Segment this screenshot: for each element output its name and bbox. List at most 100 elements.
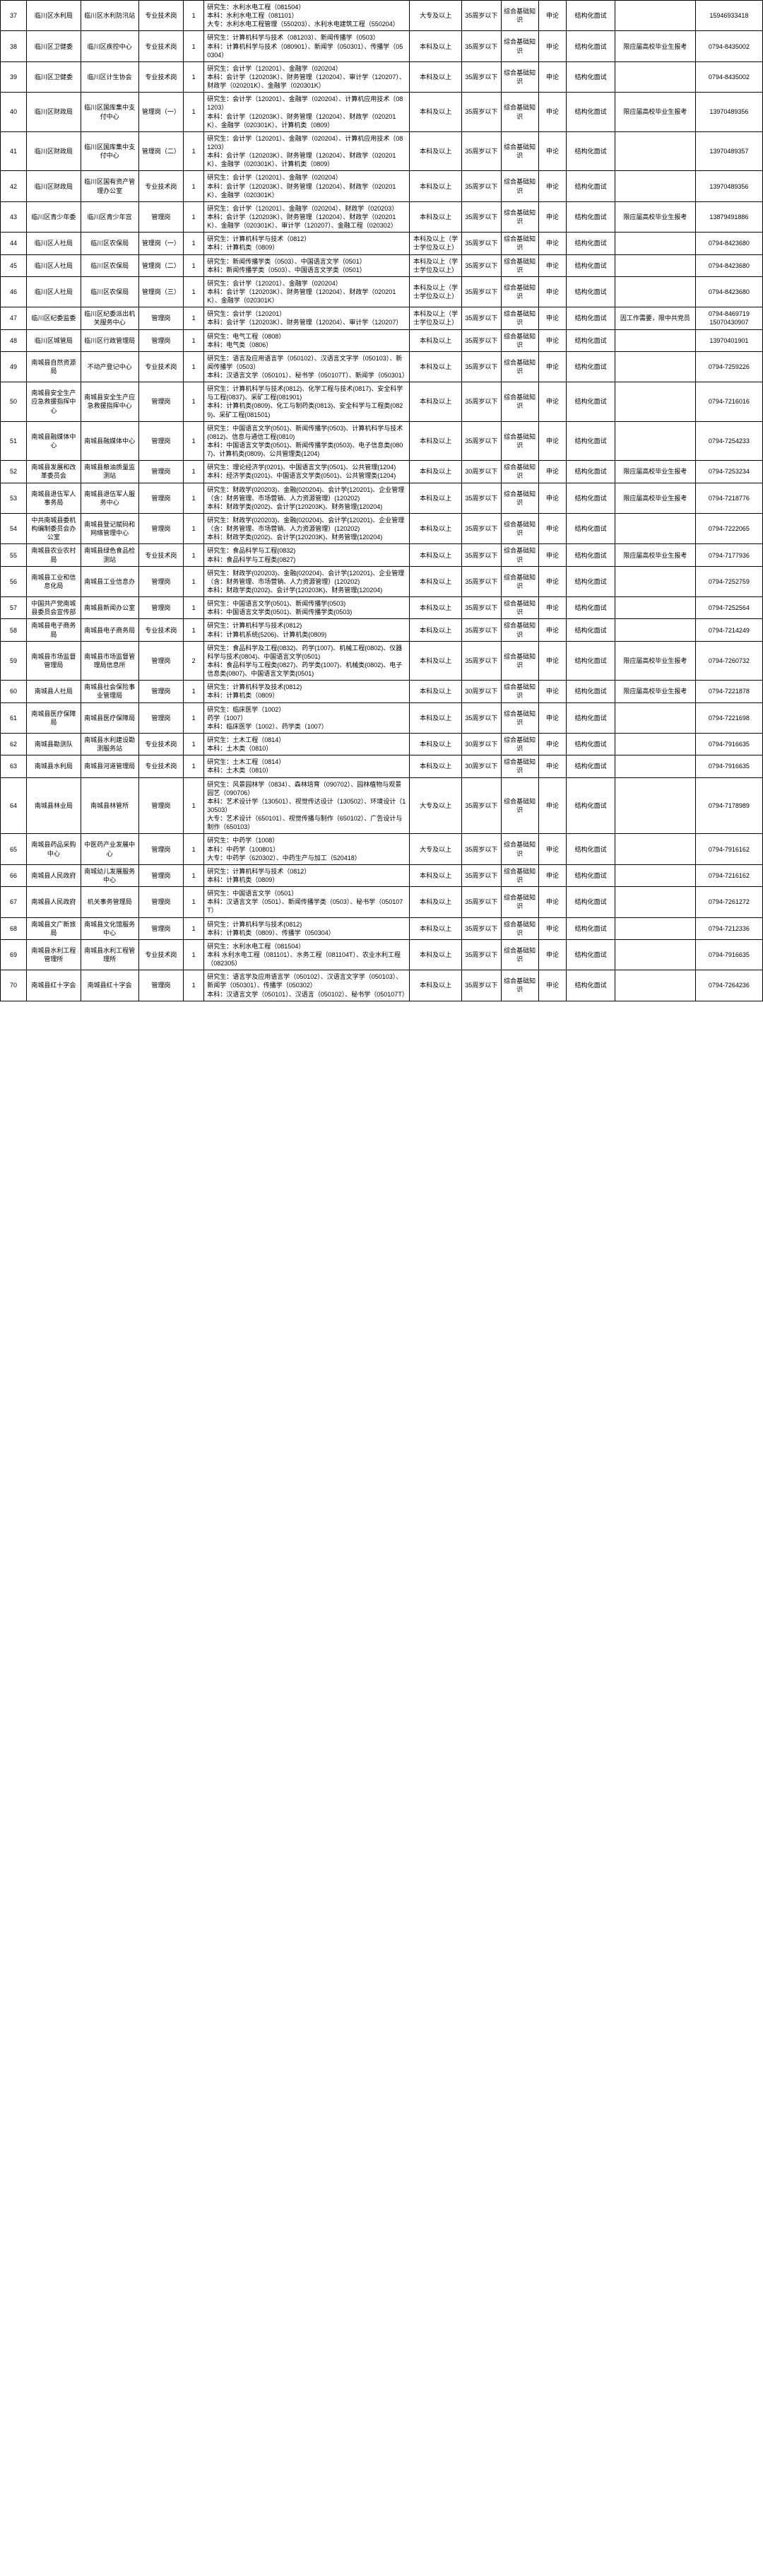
age-cell: 35周岁以下 bbox=[462, 329, 502, 351]
interview-cell: 结构化面试 bbox=[567, 382, 615, 422]
post-cell: 管理岗 bbox=[138, 307, 183, 329]
row-number: 53 bbox=[1, 483, 27, 513]
unit-cell: 南城幼儿发展服务中心 bbox=[81, 864, 138, 886]
exam-cell: 综合基础知识 bbox=[501, 461, 538, 483]
age-cell: 35周岁以下 bbox=[462, 887, 502, 917]
edu-cell: 本科及以上 bbox=[410, 31, 462, 61]
tel-cell: 0794-7214249 bbox=[695, 619, 762, 641]
post-cell: 管理岗 bbox=[138, 834, 183, 864]
table-row: 41临川区财政局临川区国库集中支付中心管理岗（二）1研究生：会计学（120201… bbox=[1, 131, 763, 171]
age-cell: 35周岁以下 bbox=[462, 939, 502, 970]
interview-cell: 结构化面试 bbox=[567, 201, 615, 232]
req-cell: 研究生：财政学(020203)、金融(020204)、会计学(120201)、企… bbox=[204, 514, 410, 544]
edu-cell: 本科及以上 bbox=[410, 733, 462, 755]
note-cell bbox=[615, 939, 696, 970]
note-cell bbox=[615, 514, 696, 544]
age-cell: 35周岁以下 bbox=[462, 641, 502, 681]
dept-cell: 南城县农业农村局 bbox=[27, 544, 81, 566]
edu-cell: 本科及以上 bbox=[410, 514, 462, 544]
row-number: 49 bbox=[1, 351, 27, 382]
edu-cell: 本科及以上 bbox=[410, 421, 462, 461]
tel-cell: 0794-7252759 bbox=[695, 566, 762, 596]
table-row: 38临川区卫健委临川区疾控中心专业技术岗1研究生：计算机科学与技术（081203… bbox=[1, 31, 763, 61]
tel-cell: 0794-7254233 bbox=[695, 421, 762, 461]
table-row: 60南城县人社局南城县社会保险事业管理局管理岗1研究生：计算机科学及技术(081… bbox=[1, 681, 763, 702]
dept-cell: 临川区水利局 bbox=[27, 1, 81, 31]
req-cell: 研究生：电气工程（0808）本科：电气类（0806） bbox=[204, 329, 410, 351]
row-number: 54 bbox=[1, 514, 27, 544]
interview-cell: 结构化面试 bbox=[567, 276, 615, 307]
row-number: 56 bbox=[1, 566, 27, 596]
table-row: 40临川区财政局临川区国库集中支付中心管理岗（一）1研究生：会计学（120201… bbox=[1, 93, 763, 132]
req-cell: 研究生：土木工程（0814）本科：土木类（0810） bbox=[204, 755, 410, 777]
exam-cell: 综合基础知识 bbox=[501, 233, 538, 254]
note-cell bbox=[615, 171, 696, 201]
interview-cell: 结构化面试 bbox=[567, 970, 615, 1001]
table-row: 53南城县退伍军人事务局南城县退伍军人服务中心管理岗1研究生：财政学(02020… bbox=[1, 483, 763, 513]
edu-cell: 本科及以上 bbox=[410, 681, 462, 702]
req-cell: 研究生：会计学（120201）、金融学（020204）本科：会计学（120203… bbox=[204, 276, 410, 307]
note-cell bbox=[615, 597, 696, 619]
way-cell: 申论 bbox=[538, 61, 567, 92]
interview-cell: 结构化面试 bbox=[567, 93, 615, 132]
exam-cell: 综合基础知识 bbox=[501, 276, 538, 307]
exam-cell: 综合基础知识 bbox=[501, 382, 538, 422]
note-cell bbox=[615, 970, 696, 1001]
table-row: 52南城县发展和改革委员会南城县粮油质量监测站管理岗1研究生：理论经济学(020… bbox=[1, 461, 763, 483]
age-cell: 35周岁以下 bbox=[462, 351, 502, 382]
edu-cell: 本科及以上 bbox=[410, 939, 462, 970]
interview-cell: 结构化面试 bbox=[567, 733, 615, 755]
dept-cell: 南城县人民政府 bbox=[27, 864, 81, 886]
dept-cell: 南城县医疗保障局 bbox=[27, 702, 81, 733]
note-cell: 限应届高校毕业生报考 bbox=[615, 641, 696, 681]
unit-cell: 临川区计生协会 bbox=[81, 61, 138, 92]
count-cell: 1 bbox=[184, 329, 204, 351]
unit-cell: 南城县电子商务局 bbox=[81, 619, 138, 641]
post-cell: 管理岗 bbox=[138, 514, 183, 544]
table-row: 69南城县水利工程管理所南城县水利工程管理所专业技术岗1研究生：水利水电工程（0… bbox=[1, 939, 763, 970]
count-cell: 1 bbox=[184, 755, 204, 777]
age-cell: 35周岁以下 bbox=[462, 31, 502, 61]
table-row: 45临川区人社局临川区农保局管理岗（二）1研究生：新闻传播学类（0503）、中国… bbox=[1, 254, 763, 276]
count-cell: 1 bbox=[184, 93, 204, 132]
tel-cell: 0794-7252564 bbox=[695, 597, 762, 619]
age-cell: 35周岁以下 bbox=[462, 597, 502, 619]
table-row: 62南城县勘测队南城县水利建设勘测服务站专业技术岗1研究生：土木工程（0814）… bbox=[1, 733, 763, 755]
way-cell: 申论 bbox=[538, 307, 567, 329]
table-row: 43临川区青少年委临川区青少年宫管理岗1研究生：会计学（120201）、金融学（… bbox=[1, 201, 763, 232]
count-cell: 1 bbox=[184, 834, 204, 864]
age-cell: 35周岁以下 bbox=[462, 864, 502, 886]
req-cell: 研究生：语言及应用语言学（050102）、汉语言文字学（050103）、新闻传播… bbox=[204, 351, 410, 382]
way-cell: 申论 bbox=[538, 544, 567, 566]
unit-cell: 南城县医疗保障局 bbox=[81, 702, 138, 733]
post-cell: 专业技术岗 bbox=[138, 31, 183, 61]
note-cell bbox=[615, 755, 696, 777]
table-row: 66南城县人民政府南城幼儿发展服务中心管理岗1研究生：计算机科学与技术（0812… bbox=[1, 864, 763, 886]
tel-cell: 0794-846971915070430907 bbox=[695, 307, 762, 329]
way-cell: 申论 bbox=[538, 917, 567, 939]
dept-cell: 临川区人社局 bbox=[27, 233, 81, 254]
req-cell: 研究生：中国语言文学(0501)、新闻传播学(0503)本科：中国语言文学类(0… bbox=[204, 597, 410, 619]
exam-cell: 综合基础知识 bbox=[501, 1, 538, 31]
table-row: 48临川区城管局临川区行政管理局管理岗1研究生：电气工程（0808）本科：电气类… bbox=[1, 329, 763, 351]
way-cell: 申论 bbox=[538, 777, 567, 834]
edu-cell: 本科及以上（学士学位及以上） bbox=[410, 254, 462, 276]
way-cell: 申论 bbox=[538, 461, 567, 483]
note-cell: 限应届高校毕业生报考 bbox=[615, 483, 696, 513]
age-cell: 35周岁以下 bbox=[462, 93, 502, 132]
row-number: 38 bbox=[1, 31, 27, 61]
edu-cell: 本科及以上 bbox=[410, 544, 462, 566]
dept-cell: 南城县工业和信息化局 bbox=[27, 566, 81, 596]
dept-cell: 南城县勘测队 bbox=[27, 733, 81, 755]
exam-cell: 综合基础知识 bbox=[501, 939, 538, 970]
unit-cell: 临川区国有资产管理办公室 bbox=[81, 171, 138, 201]
row-number: 46 bbox=[1, 276, 27, 307]
age-cell: 35周岁以下 bbox=[462, 276, 502, 307]
interview-cell: 结构化面试 bbox=[567, 1, 615, 31]
age-cell: 35周岁以下 bbox=[462, 1, 502, 31]
dept-cell: 南城县市场监督管理局 bbox=[27, 641, 81, 681]
req-cell: 研究生：财政学(020203)、金融(020204)、会计学(120201)、企… bbox=[204, 483, 410, 513]
unit-cell: 南城县水利建设勘测服务站 bbox=[81, 733, 138, 755]
note-cell: 限应届高校毕业生报考 bbox=[615, 681, 696, 702]
exam-cell: 综合基础知识 bbox=[501, 201, 538, 232]
